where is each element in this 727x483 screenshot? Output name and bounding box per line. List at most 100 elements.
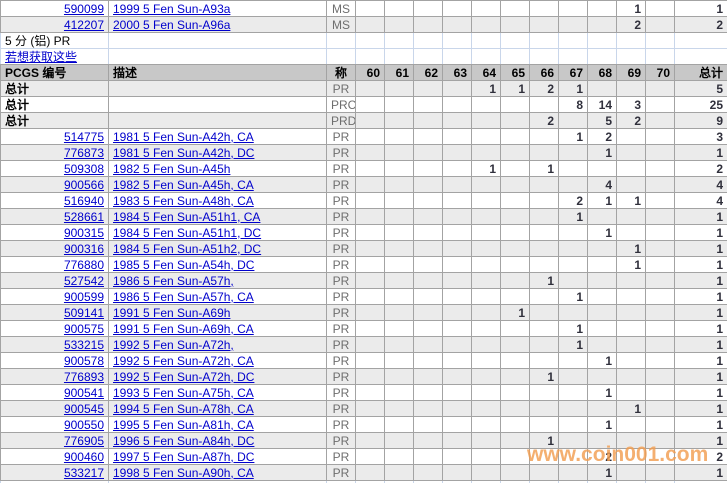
grade-61-count-cell <box>384 144 414 161</box>
description-link[interactable]: 1992 5 Fen Sun-A72h, <box>113 337 234 352</box>
pcgs-number-link[interactable]: 776880 <box>63 257 104 272</box>
description-link[interactable]: 1981 5 Fen Sun-A42h, DC <box>113 145 255 160</box>
description-link[interactable]: 2000 5 Fen Sun-A96a <box>113 17 231 32</box>
grade-67-count-cell: 1 <box>558 128 588 145</box>
pcgs-number-link[interactable]: 900599 <box>63 289 104 304</box>
pcgs-number-link[interactable]: 900541 <box>63 385 104 400</box>
grade-69-count-cell <box>616 128 646 145</box>
grade-61-count-cell <box>384 368 414 385</box>
description-cell: 1983 5 Fen Sun-A48h, CA <box>108 192 327 209</box>
description-link[interactable]: 1981 5 Fen Sun-A42h, CA <box>113 129 254 144</box>
description-link[interactable]: 1992 5 Fen Sun-A72h, CA <box>113 353 254 368</box>
description-link[interactable]: 1992 5 Fen Sun-A72h, DC <box>113 369 255 384</box>
description-link[interactable]: 1986 5 Fen Sun-A57h, CA <box>113 289 254 304</box>
grade-66-count-cell <box>529 416 559 433</box>
grade-70-count-cell <box>645 0 675 17</box>
grade-64-count-cell <box>471 288 501 305</box>
grade-69-count-cell <box>616 368 646 385</box>
description-link[interactable]: 1995 5 Fen Sun-A81h, CA <box>113 417 254 432</box>
grade-65-count-cell <box>500 208 530 225</box>
grade-67-count-cell <box>558 368 588 385</box>
total-count-cell: 1 <box>674 352 727 369</box>
description-link[interactable]: 1984 5 Fen Sun-A51h1, CA <box>113 209 261 224</box>
grade-63-count-cell <box>442 368 472 385</box>
description-link[interactable]: 1984 5 Fen Sun-A51h1, DC <box>113 225 262 240</box>
description-link[interactable]: 1994 5 Fen Sun-A78h, CA <box>113 401 254 416</box>
column-header-60: 60 <box>355 64 385 81</box>
grade-61-count-cell <box>384 400 414 417</box>
pcgs-number-link[interactable]: 900575 <box>63 321 104 336</box>
description-link[interactable]: 1999 5 Fen Sun-A93a <box>113 1 231 16</box>
pcgs-number-link[interactable]: 509308 <box>63 161 104 176</box>
designation-cell: PR <box>326 160 356 177</box>
pcgs-number-link[interactable]: 900566 <box>63 177 104 192</box>
description-link[interactable]: 1986 5 Fen Sun-A57h, <box>113 273 234 288</box>
section-link[interactable]: 若想获取这些 <box>5 49 78 64</box>
grade-61-count-cell <box>384 432 414 449</box>
empty-cell <box>616 48 646 65</box>
pcgs-number-link[interactable]: 509141 <box>63 305 104 320</box>
pcgs-number-cell: 900315 <box>0 224 109 241</box>
description-link[interactable]: 1991 5 Fen Sun-A69h, CA <box>113 321 254 336</box>
pcgs-number-link[interactable]: 900578 <box>63 353 104 368</box>
grade-60-count-cell <box>355 0 385 17</box>
description-cell: 1981 5 Fen Sun-A42h, CA <box>108 128 327 145</box>
pcgs-number-link[interactable]: 533217 <box>63 465 104 480</box>
grade-68-count-cell: 1 <box>587 144 617 161</box>
total-count-cell: 9 <box>674 112 727 129</box>
description-link[interactable]: 1985 5 Fen Sun-A54h, DC <box>113 257 255 272</box>
pcgs-number-link[interactable]: 900460 <box>63 449 104 464</box>
pcgs-number-link[interactable]: 776893 <box>63 369 104 384</box>
description-link[interactable]: 1993 5 Fen Sun-A75h, CA <box>113 385 254 400</box>
grade-63-count-cell <box>442 288 472 305</box>
grade-69-count-cell: 1 <box>616 400 646 417</box>
pcgs-number-link[interactable]: 900550 <box>63 417 104 432</box>
grade-66-count-cell <box>529 448 559 465</box>
description-link[interactable]: 1997 5 Fen Sun-A87h, DC <box>113 449 255 464</box>
grade-67-count-cell: 1 <box>558 320 588 337</box>
pcgs-number-link[interactable]: 776905 <box>63 433 104 448</box>
pcgs-number-link[interactable]: 900315 <box>63 225 104 240</box>
grade-60-count-cell <box>355 304 385 321</box>
pcgs-number-link[interactable]: 516940 <box>63 193 104 208</box>
grade-67-count-cell: 1 <box>558 288 588 305</box>
grade-68-count-cell <box>587 432 617 449</box>
grade-62-count-cell <box>413 16 443 33</box>
pcgs-number-link[interactable]: 533215 <box>63 337 104 352</box>
grade-68-count-cell <box>587 400 617 417</box>
total-count-cell: 1 <box>674 208 727 225</box>
grade-61-count-cell <box>384 352 414 369</box>
description-link[interactable]: 1996 5 Fen Sun-A84h, DC <box>113 433 255 448</box>
description-link[interactable]: 1982 5 Fen Sun-A45h <box>113 161 231 176</box>
grade-64-count-cell <box>471 208 501 225</box>
pcgs-number-link[interactable]: 900545 <box>63 401 104 416</box>
empty-cell <box>384 32 414 49</box>
grade-64-count-cell <box>471 176 501 193</box>
column-header-desc: 描述 <box>108 64 327 81</box>
grade-65-count-cell <box>500 272 530 289</box>
pcgs-number-link[interactable]: 776873 <box>63 145 104 160</box>
description-link[interactable]: 1982 5 Fen Sun-A45h, CA <box>113 177 254 192</box>
grade-62-count-cell <box>413 208 443 225</box>
pcgs-number-cell: 412207 <box>0 16 109 33</box>
designation-cell: PR <box>326 400 356 417</box>
pcgs-number-link[interactable]: 528661 <box>63 209 104 224</box>
grade-60-count-cell <box>355 192 385 209</box>
grade-66-count-cell: 2 <box>529 112 559 129</box>
description-link[interactable]: 1984 5 Fen Sun-A51h2, DC <box>113 241 262 256</box>
pcgs-number-link[interactable]: 412207 <box>63 17 104 32</box>
pcgs-number-link[interactable]: 514775 <box>63 129 104 144</box>
pcgs-number-link[interactable]: 900316 <box>63 241 104 256</box>
empty-description-cell <box>108 112 327 129</box>
grade-67-count-cell <box>558 432 588 449</box>
description-cell: 1984 5 Fen Sun-A51h1, CA <box>108 208 327 225</box>
grade-68-count-cell <box>587 256 617 273</box>
pcgs-number-link[interactable]: 527542 <box>63 273 104 288</box>
description-link[interactable]: 1991 5 Fen Sun-A69h <box>113 305 231 320</box>
description-link[interactable]: 1998 5 Fen Sun-A90h, CA <box>113 465 254 480</box>
pcgs-number-link[interactable]: 590099 <box>63 1 104 16</box>
description-cell: 1997 5 Fen Sun-A87h, DC <box>108 448 327 465</box>
grade-69-count-cell: 1 <box>616 240 646 257</box>
description-cell: 1995 5 Fen Sun-A81h, CA <box>108 416 327 433</box>
description-link[interactable]: 1983 5 Fen Sun-A48h, CA <box>113 193 254 208</box>
